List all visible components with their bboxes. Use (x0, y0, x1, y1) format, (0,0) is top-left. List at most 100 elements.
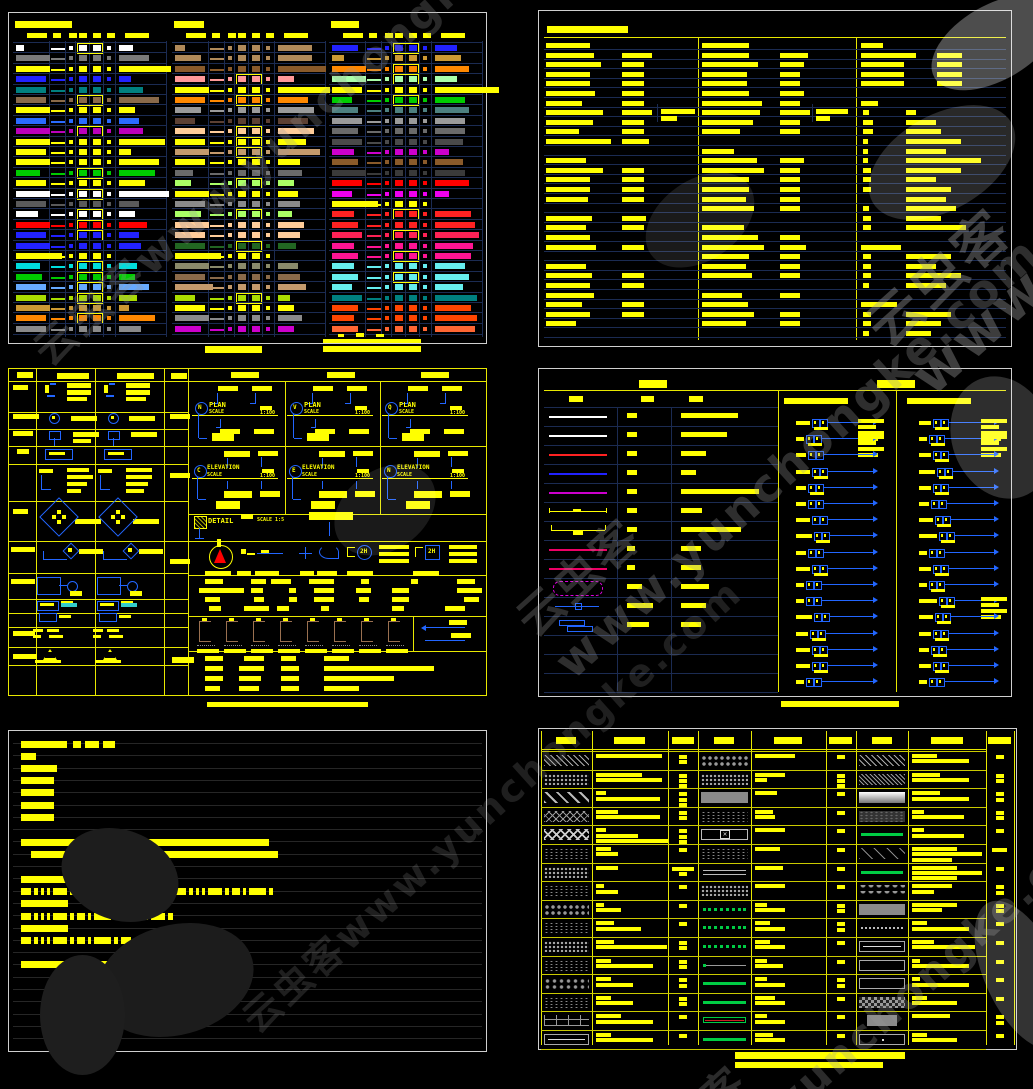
line-sample (367, 79, 381, 82)
grid-line (329, 135, 482, 137)
grid-line (255, 393, 256, 403)
column-header-bar (872, 737, 892, 744)
color-chip (93, 284, 101, 291)
note-text-bar (196, 888, 199, 895)
grid-line (828, 567, 873, 569)
stacked-note-bar (379, 545, 409, 549)
layer-name-bar (16, 45, 24, 51)
material-desc-bar (912, 809, 924, 814)
color-chip (423, 191, 427, 196)
text-bar (349, 429, 369, 434)
category-label-bar (13, 385, 28, 390)
layer-desc-bar (435, 97, 465, 103)
color-chip (385, 202, 389, 206)
layer-name-bar (16, 55, 50, 62)
cyan-note-bar (121, 603, 137, 607)
color-chip (423, 295, 427, 300)
text-bar (414, 451, 440, 457)
grid-line (592, 731, 593, 1045)
color-chip (385, 274, 389, 279)
color-chip (69, 56, 73, 61)
layer-desc-bar (119, 190, 169, 197)
layer-name-bar (16, 294, 46, 301)
code-bar (627, 470, 637, 475)
grid-line (703, 964, 746, 966)
arrow-head (994, 581, 999, 587)
abbrev-term-bar (546, 292, 594, 298)
grid-line (280, 621, 292, 622)
item-desc-bar (906, 331, 931, 336)
watermark-text: 云虫客www.yunchongke.com (234, 569, 751, 1042)
line-sample (210, 162, 224, 165)
color-chip (409, 201, 417, 207)
color-chip (93, 169, 101, 176)
material-code-bar (996, 755, 1004, 759)
item-chip (863, 254, 871, 260)
abbrev-term-bar (702, 196, 746, 202)
grid-line (947, 648, 994, 650)
material-desc-bar (596, 1001, 633, 1006)
text-bar (941, 599, 943, 603)
color-chip (238, 273, 246, 280)
abbrev-def-bar (622, 81, 644, 87)
color-chip (385, 243, 389, 248)
grid-line (955, 535, 994, 537)
grid-line (949, 454, 994, 456)
symbol-desc-bar (109, 635, 123, 638)
column-header-bar (614, 737, 645, 744)
color-chip (395, 232, 403, 239)
grid-line (703, 869, 746, 871)
material-desc-bar (755, 945, 785, 950)
category-label-bar (17, 449, 29, 454)
color-chip (385, 98, 389, 102)
column-header-bar (125, 33, 149, 38)
grid-line (172, 42, 325, 43)
color-chip (423, 139, 427, 144)
grid-line (544, 289, 1006, 290)
grid-line (253, 621, 265, 622)
grid-line (605, 525, 606, 530)
line-sample (367, 256, 381, 258)
grid-line (544, 445, 778, 446)
color-chip (423, 160, 427, 165)
material-desc-bar (755, 778, 767, 782)
table-cell-bar (277, 606, 289, 611)
tag-label-bar (796, 469, 810, 474)
color-chip (423, 108, 427, 113)
abbrev-def-bar (780, 292, 800, 298)
color-chip (93, 242, 101, 249)
material-desc-bar (596, 921, 614, 926)
grid-line (826, 632, 873, 634)
layer-name-bar (175, 273, 205, 280)
grid-line (9, 501, 188, 502)
material-desc-bar (912, 796, 969, 801)
note-bar (661, 116, 677, 122)
color-chip (238, 45, 246, 51)
color-chip (228, 222, 232, 227)
symbol-label-bar (224, 649, 246, 653)
grid-line (896, 390, 897, 692)
stacked-desc-bar (981, 435, 1007, 440)
color-chip (252, 190, 260, 197)
hatch-swatch (859, 959, 905, 971)
material-desc-bar (912, 926, 969, 931)
color-chip (238, 232, 246, 239)
item-chip (863, 139, 868, 144)
abbrev-term-bar (546, 71, 590, 77)
title-block-bar (216, 501, 240, 509)
grid-line (945, 584, 994, 585)
material-code-bar (679, 810, 687, 815)
item-chip (863, 321, 871, 327)
elev-tag-letter: E (292, 467, 296, 474)
diamond-dot (57, 510, 61, 514)
grid-line (13, 73, 166, 75)
color-chip (409, 180, 417, 187)
material-desc-bar (596, 908, 621, 913)
hatch-swatch (544, 1015, 589, 1027)
note-text-bar (21, 913, 31, 920)
grid-line (227, 481, 228, 489)
tag-label-bar (796, 453, 806, 458)
line-sample (51, 318, 65, 321)
hatch-swatch (544, 1034, 589, 1045)
